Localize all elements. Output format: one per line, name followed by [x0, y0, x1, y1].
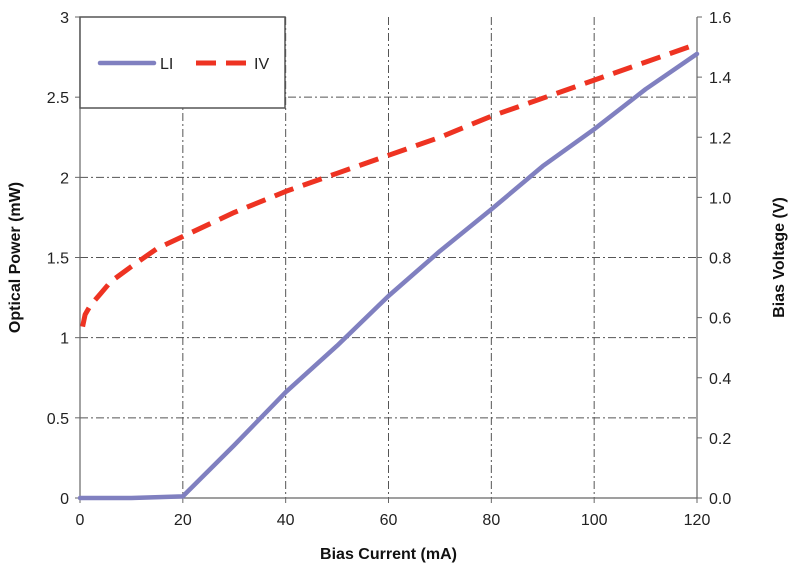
x-axis-title: Bias Current (mA) — [320, 546, 457, 563]
y-tick-label: 1 — [60, 331, 69, 348]
x-tick-label: 120 — [684, 512, 711, 529]
y-axis-title: Optical Power (mW) — [7, 182, 24, 333]
series-line-iv — [80, 41, 698, 328]
y2-axis-title: Bias Voltage (V) — [771, 197, 788, 318]
y-tick-label: 0.5 — [47, 411, 69, 428]
y2-tick-label: 0.6 — [709, 311, 731, 328]
y-tick-label: 0 — [60, 491, 69, 508]
x-tick-label: 20 — [174, 512, 192, 529]
y-tick-label: 2.5 — [47, 90, 69, 107]
y-tick-label: 2 — [60, 170, 69, 187]
y-tick-label: 1.5 — [47, 251, 69, 268]
legend-iv-label: IV — [254, 56, 269, 73]
y-tick-label: 3 — [60, 10, 69, 27]
y2-tick-label: 1.0 — [709, 190, 731, 207]
y2-tick-label: 0.0 — [709, 491, 731, 508]
x-tick-label: 0 — [76, 512, 85, 529]
series-line-li — [77, 51, 700, 501]
y2-tick-label: 1.6 — [709, 10, 731, 27]
x-tick-label: 40 — [277, 512, 295, 529]
legend-li-label: LI — [160, 56, 173, 73]
x-tick-label: 60 — [380, 512, 398, 529]
y2-tick-label: 1.4 — [709, 70, 731, 87]
series-layer — [77, 41, 700, 501]
y2-tick-label: 0.4 — [709, 371, 731, 388]
y2-tick-label: 0.8 — [709, 251, 731, 268]
ticks-layer: 0 20 40 60 80 100 120 0 0.5 1 1.5 2 2.5 3 0.0 0.2 0.4 0.6… — [47, 10, 732, 529]
x-tick-label: 80 — [482, 512, 500, 529]
x-tick-label: 100 — [581, 512, 608, 529]
y2-tick-label: 1.2 — [709, 130, 731, 147]
legend: LI IV — [79, 16, 286, 109]
y2-tick-label: 0.2 — [709, 431, 731, 448]
